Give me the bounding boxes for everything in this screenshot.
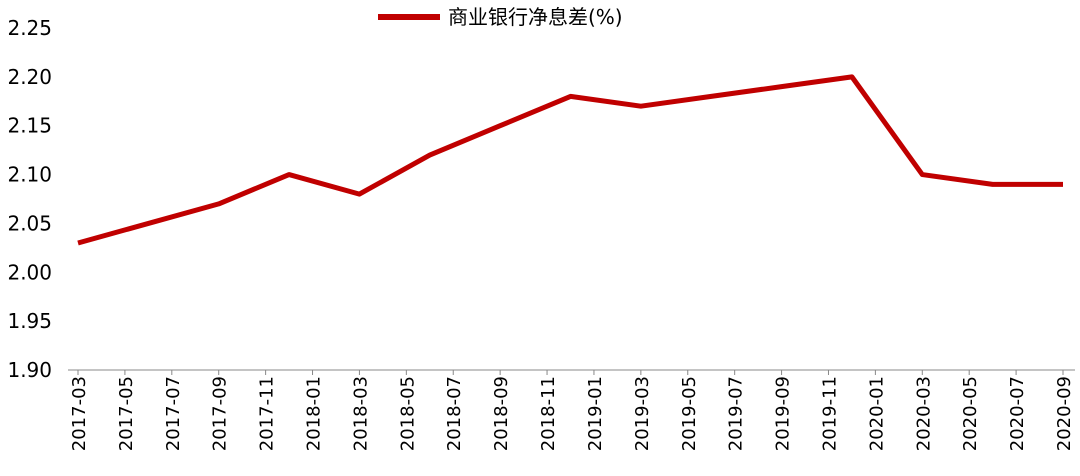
x-tick-label: 2017-11 [257,376,278,451]
x-tick-label: 2019-03 [632,376,653,451]
x-tick-label: 2019-09 [773,376,794,451]
x-tick-label: 2018-11 [538,376,559,451]
x-tick-label: 2017-09 [210,376,231,451]
x-tick-label: 2019-05 [679,376,700,451]
y-tick-label: 2.20 [7,65,52,89]
y-tick-label: 2.00 [7,260,52,284]
x-tick-label: 2019-01 [585,376,606,451]
x-tick-label: 2018-09 [491,376,512,451]
x-tick-label: 2017-07 [163,376,184,451]
x-tick-label: 2020-03 [913,376,934,451]
x-tick-label: 2018-07 [444,376,465,451]
y-tick-label: 2.10 [7,163,52,187]
x-tick-label: 2017-05 [116,376,137,451]
x-tick-label: 2017-03 [69,376,90,451]
x-tick-label: 2020-05 [960,376,981,451]
x-tick-label: 2019-11 [819,376,840,451]
y-tick-label: 2.15 [7,114,52,138]
x-tick-label: 2020-01 [866,376,887,451]
x-tick-label: 2020-09 [1054,376,1075,451]
y-tick-label: 1.90 [7,358,52,382]
x-tick-label: 2018-05 [397,376,418,451]
x-tick-label: 2020-07 [1007,376,1028,451]
line [77,74,1063,246]
x-tick-label: 2018-01 [304,376,325,451]
legend-label: 商业银行净息差(%) [448,5,623,29]
y-tick-label: 2.25 [7,16,52,40]
x-tick-label: 2019-07 [726,376,747,451]
y-tick-label: 2.05 [7,211,52,235]
x-tick-label: 2018-03 [350,376,371,451]
y-tick-label: 1.95 [7,309,52,333]
